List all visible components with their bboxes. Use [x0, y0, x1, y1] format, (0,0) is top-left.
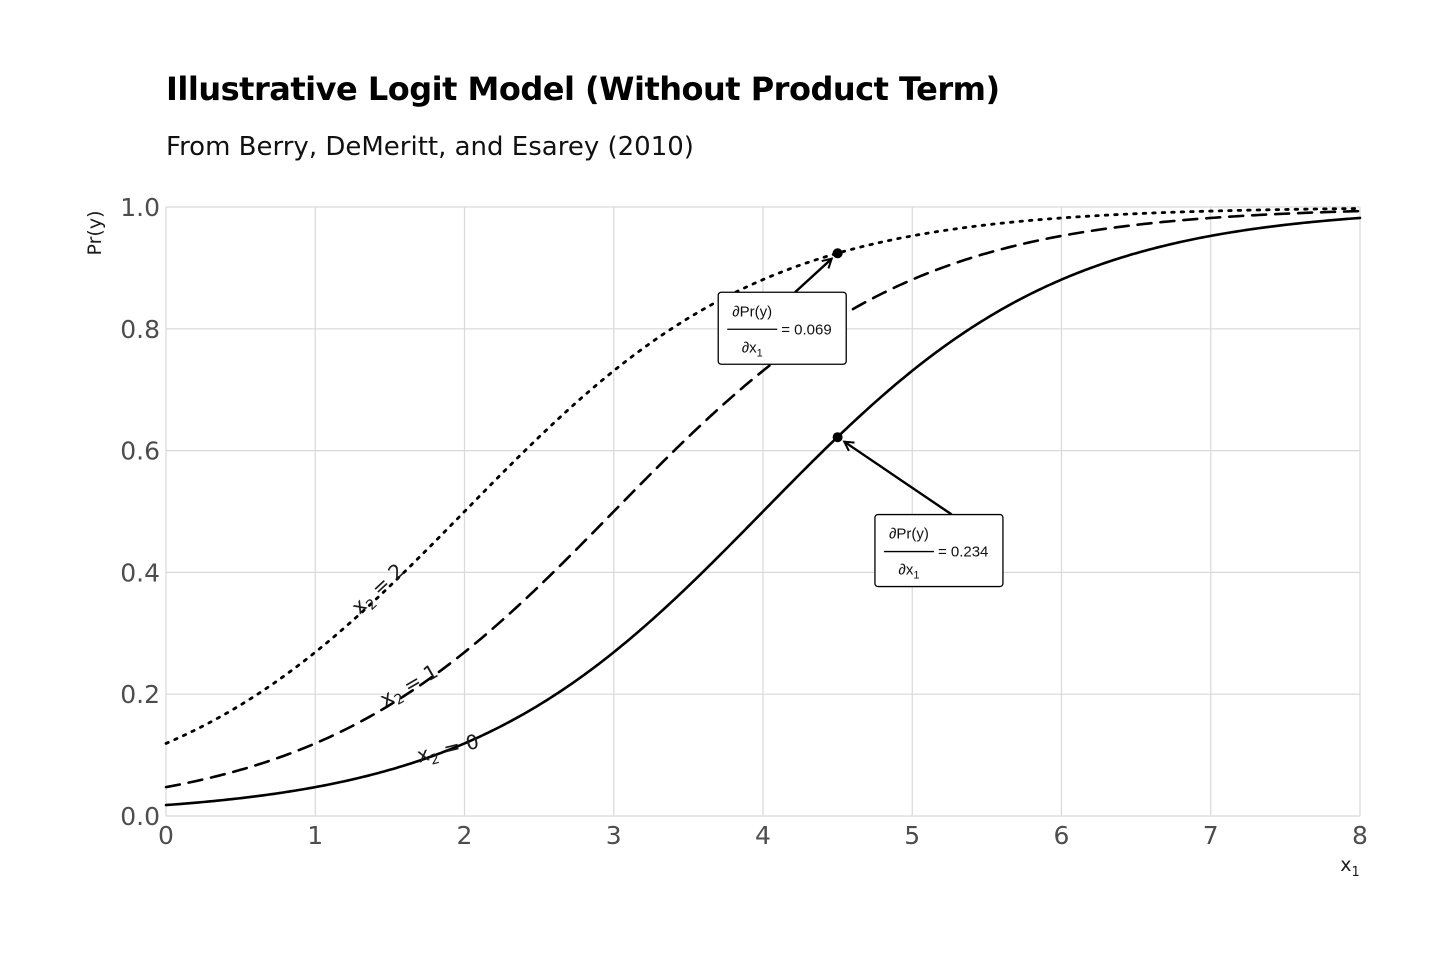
series-label-rest-0: = 0 [435, 729, 482, 762]
axis-ticks: 0 1 2 3 4 5 6 7 8 0.0 0.2 0.4 0.6 0.8 1.0 [120, 193, 1368, 850]
x-tick-label-4: 4 [755, 821, 771, 850]
x-tick-label-8: 8 [1352, 821, 1368, 850]
x-tick-label-5: 5 [904, 821, 920, 850]
annotation-numerator-1: ∂Pr(y) [889, 526, 929, 543]
annotation-denominator-0: ∂x1 [742, 339, 763, 359]
x-tick-label-0: 0 [158, 821, 174, 850]
y-tick-label-2: 0.4 [120, 558, 160, 587]
chart-subtitle: From Berry, DeMeritt, and Esarey (2010) [166, 132, 694, 162]
annotation-arrow-1 [844, 442, 953, 516]
y-tick-label-0: 0.0 [120, 802, 160, 831]
series-label-1: x2 = 1 [375, 659, 444, 715]
annotation-value-1: = 0.234 [938, 544, 988, 561]
y-tick-label-1: 0.2 [120, 680, 160, 709]
series-label-var-0: x [414, 741, 431, 767]
x-axis-label: x1 [1340, 854, 1360, 880]
chart-title: Illustrative Logit Model (Without Produc… [166, 70, 1000, 108]
annotation-point-1 [832, 432, 843, 443]
series-lines [164, 207, 1362, 807]
grid [165, 206, 1361, 817]
annotation-numerator-0: ∂Pr(y) [732, 303, 772, 320]
y-tick-label-4: 0.8 [120, 315, 160, 344]
series-line-1 [164, 209, 1362, 789]
annotations: ∂Pr(y)∂x1= 0.069∂Pr(y)∂x1= 0.234 [717, 248, 1004, 588]
series-labels: x2 = 0 x2 = 1 x2 = 2 [346, 558, 482, 771]
y-tick-label-3: 0.6 [120, 437, 160, 466]
y-axis-label: Pr(y) [84, 210, 106, 255]
annotation-denominator-1: ∂x1 [898, 562, 919, 582]
annotation-value-0: = 0.069 [781, 321, 831, 338]
x-tick-label-7: 7 [1203, 821, 1219, 850]
series-label-2: x2 = 2 [346, 558, 411, 621]
annotation-denominator-sub-0: 1 [757, 347, 763, 359]
x-tick-label-6: 6 [1054, 821, 1070, 850]
series-line-2 [164, 207, 1362, 745]
annotation-denominator-var-1: ∂x [898, 562, 913, 579]
annotation-box-0 [717, 291, 847, 365]
series-label-0: x2 = 0 [414, 729, 482, 771]
series-label-sub-0: 2 [429, 751, 442, 769]
x-tick-label-2: 2 [457, 821, 473, 850]
x-tick-label-1: 1 [307, 821, 323, 850]
annotation-point-0 [832, 248, 843, 259]
annotation-denominator-sub-1: 1 [913, 570, 919, 582]
y-tick-label-5: 1.0 [120, 193, 160, 222]
x-tick-label-3: 3 [606, 821, 622, 850]
annotation-arrow-0 [794, 259, 832, 294]
annotation-denominator-var-0: ∂x [742, 339, 757, 356]
axis-titles: Pr(y) x1 [84, 210, 1360, 880]
annotation-box-1 [874, 513, 1004, 588]
series-line-0 [164, 216, 1362, 807]
